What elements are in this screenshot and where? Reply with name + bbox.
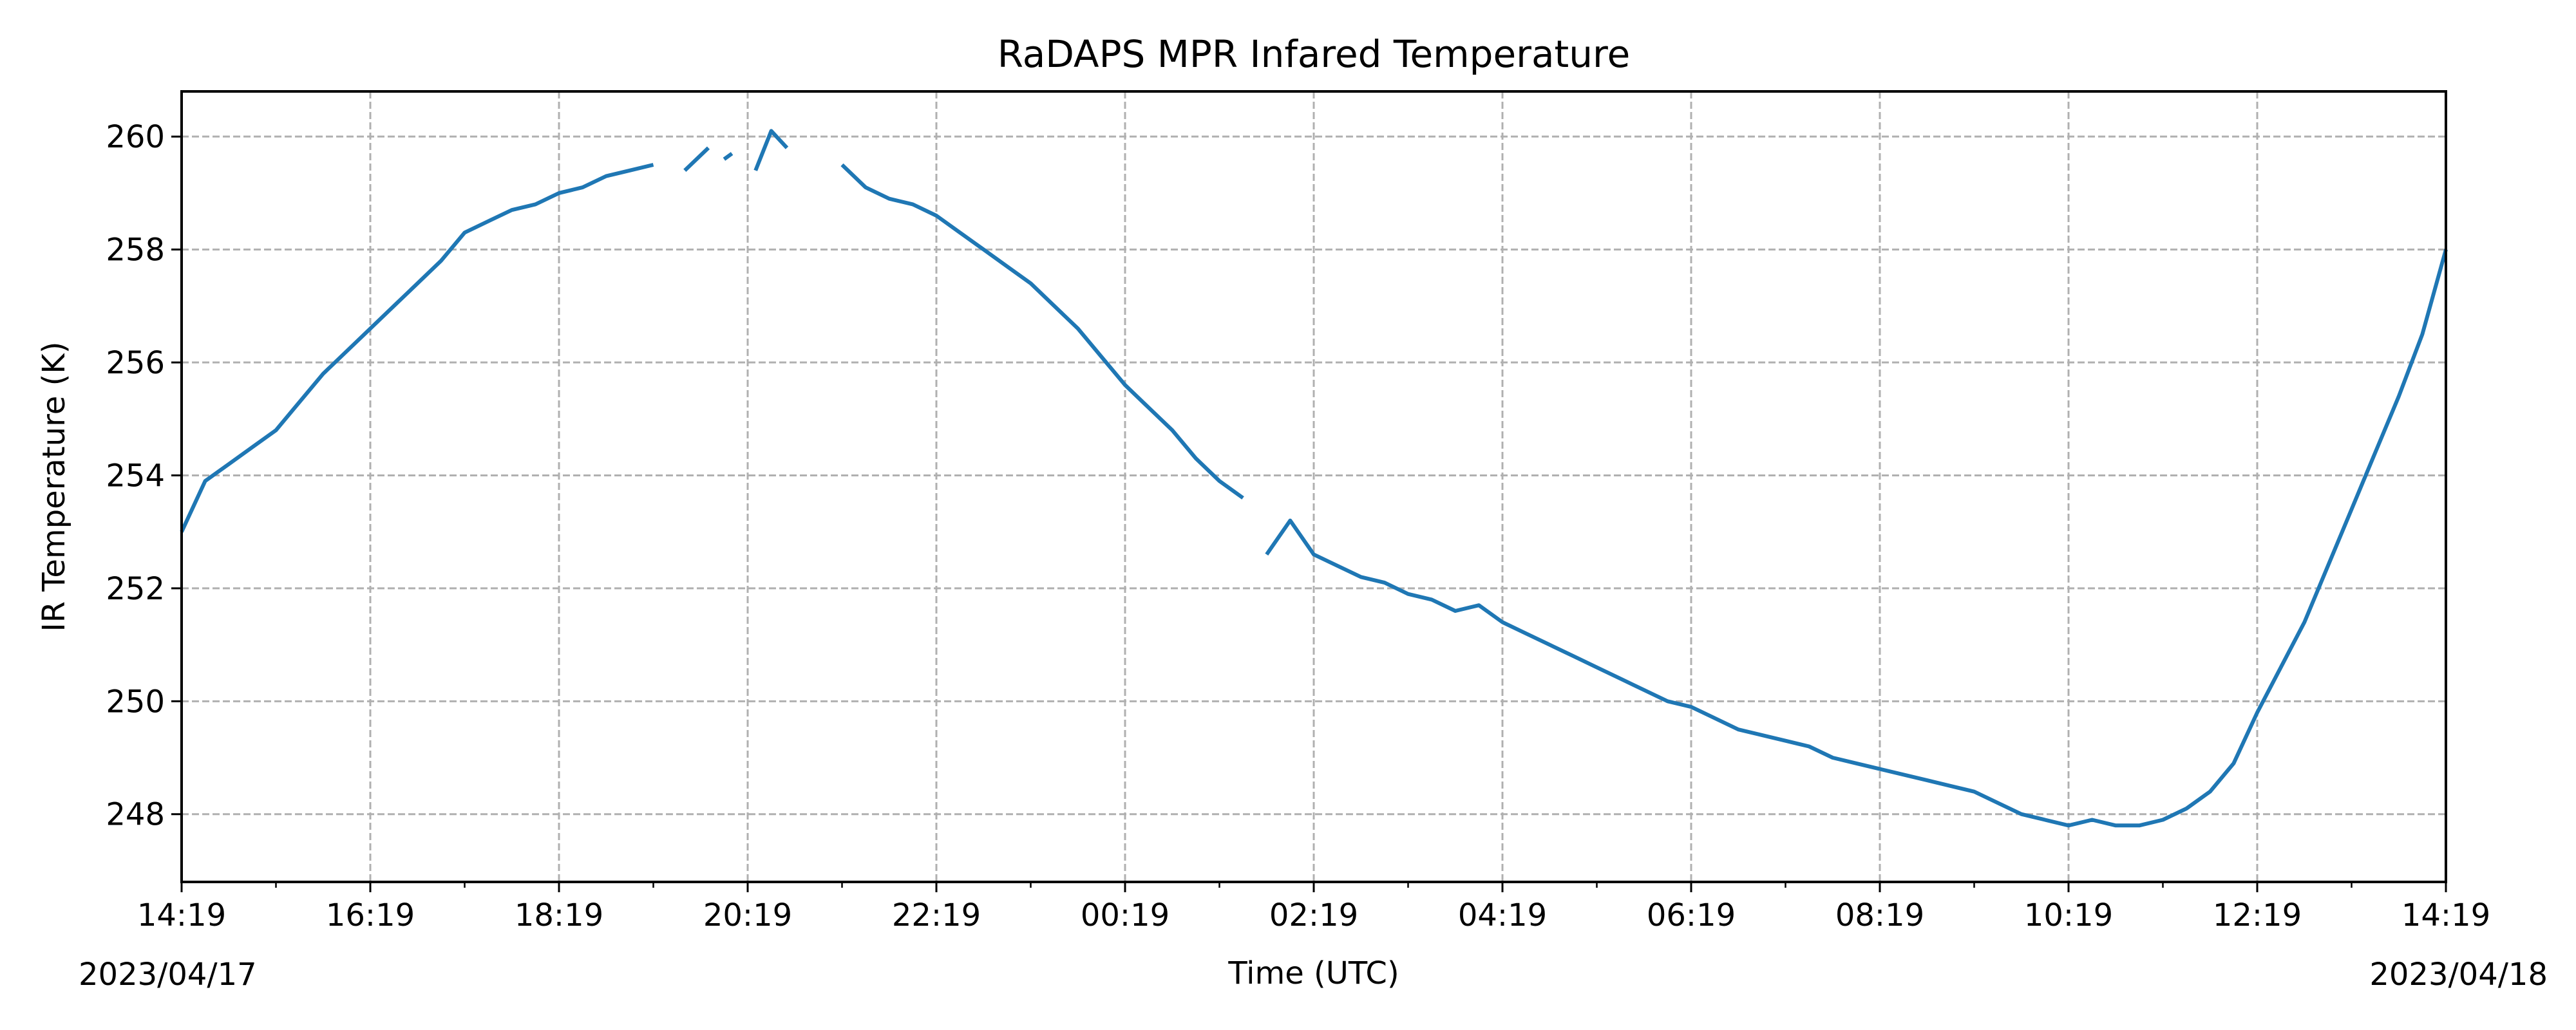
y-tick-label: 260: [106, 119, 165, 155]
x-tick-label: 14:19: [2401, 897, 2490, 933]
series-layer: [180, 129, 2448, 828]
y-tick-label: 258: [106, 232, 165, 268]
x-tick-label: 20:19: [703, 897, 792, 933]
series-line-segment: [1265, 248, 2448, 828]
y-axis-ticks: 248 250 252 254 256 258 260: [106, 119, 182, 833]
series-line-segment: [683, 146, 710, 172]
x-tick-label: 14:19: [137, 897, 226, 933]
x-tick-label: 22:19: [892, 897, 981, 933]
x-tick-label: 04:19: [1458, 897, 1547, 933]
x-tick-label: 12:19: [2213, 897, 2302, 933]
grid-layer: [182, 91, 2446, 882]
y-tick-label: 256: [106, 345, 165, 381]
x-axis-start-date: 2023/04/17: [79, 957, 257, 993]
x-axis-ticks: 14:19 16:19 18:19 20:19 22:19 00:19 02:19 04:19…: [137, 882, 2490, 933]
series-line-segment: [723, 152, 734, 161]
y-tick-label: 250: [106, 684, 165, 720]
x-tick-label: 16:19: [326, 897, 415, 933]
x-tick-label: 18:19: [515, 897, 603, 933]
chart-title: RaDAPS MPR Infared Temperature: [998, 32, 1631, 76]
x-axis-end-date: 2023/04/18: [2369, 957, 2548, 993]
series-line-segment: [840, 163, 1244, 500]
x-tick-label: 08:19: [1835, 897, 1924, 933]
x-axis-label: Time (UTC): [1227, 955, 1399, 991]
x-tick-label: 06:19: [1647, 897, 1736, 933]
y-tick-label: 248: [106, 797, 165, 833]
y-tick-label: 254: [106, 458, 165, 494]
y-axis-label: IR Temperature (K): [36, 341, 72, 632]
x-tick-label: 02:19: [1269, 897, 1358, 933]
x-tick-label: 10:19: [2024, 897, 2113, 933]
series-line-segment: [753, 129, 789, 171]
y-tick-label: 252: [106, 571, 165, 607]
series-line-segment: [180, 163, 654, 533]
x-tick-label: 00:19: [1081, 897, 1170, 933]
